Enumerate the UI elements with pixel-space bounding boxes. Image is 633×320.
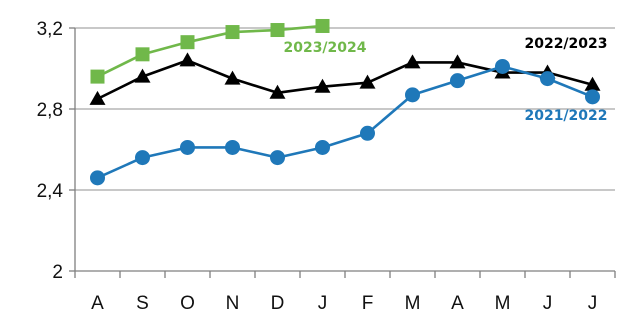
data-point-circle bbox=[585, 89, 600, 104]
series-line-2 bbox=[98, 66, 593, 177]
x-tick-label: J bbox=[318, 293, 328, 314]
data-point-square bbox=[136, 47, 150, 61]
data-point-circle bbox=[315, 140, 330, 155]
x-tick-label: A bbox=[451, 293, 464, 314]
data-point-circle bbox=[135, 150, 150, 165]
axes bbox=[69, 28, 615, 278]
x-tick-label: S bbox=[136, 293, 149, 314]
x-tick-label: J bbox=[543, 293, 553, 314]
data-point-square bbox=[316, 19, 330, 33]
data-point-circle bbox=[450, 73, 465, 88]
data-point-square bbox=[226, 25, 240, 39]
data-point-circle bbox=[360, 126, 375, 141]
data-point-circle bbox=[270, 150, 285, 165]
series-label: 2022/2023 bbox=[524, 36, 607, 52]
series-line-1 bbox=[98, 60, 593, 98]
y-tick-labels: 2 2,4 2,8 3,2 bbox=[37, 19, 64, 283]
x-tick-label: F bbox=[362, 293, 374, 314]
data-point-triangle bbox=[360, 75, 376, 89]
data-point-circle bbox=[180, 140, 195, 155]
y-tick-label: 2 bbox=[52, 262, 63, 283]
y-tick-label: 3,2 bbox=[37, 19, 63, 40]
data-point-circle bbox=[225, 140, 240, 155]
y-tick-label: 2,4 bbox=[37, 181, 64, 202]
data-point-circle bbox=[540, 71, 555, 86]
series-label: 2021/2022 bbox=[524, 108, 607, 124]
series-label: 2023/2024 bbox=[283, 40, 366, 56]
data-point-triangle bbox=[90, 91, 106, 105]
x-tick-label: J bbox=[588, 293, 598, 314]
series-labels: 2023/2024 2022/2023 2021/2022 bbox=[283, 36, 607, 124]
x-tick-label: A bbox=[91, 293, 104, 314]
data-point-square bbox=[181, 35, 195, 49]
x-tick-label: M bbox=[495, 293, 511, 314]
x-tick-label: O bbox=[180, 293, 195, 314]
data-point-triangle bbox=[180, 52, 196, 66]
y-tick-label: 2,8 bbox=[37, 100, 63, 121]
data-point-circle bbox=[495, 59, 510, 74]
x-tick-label: N bbox=[226, 293, 240, 314]
data-point-circle bbox=[90, 170, 105, 185]
data-point-circle bbox=[405, 87, 420, 102]
x-tick-label: M bbox=[405, 293, 421, 314]
data-point-square bbox=[91, 70, 105, 84]
x-tick-label: D bbox=[271, 293, 285, 314]
data-point-square bbox=[271, 23, 285, 37]
